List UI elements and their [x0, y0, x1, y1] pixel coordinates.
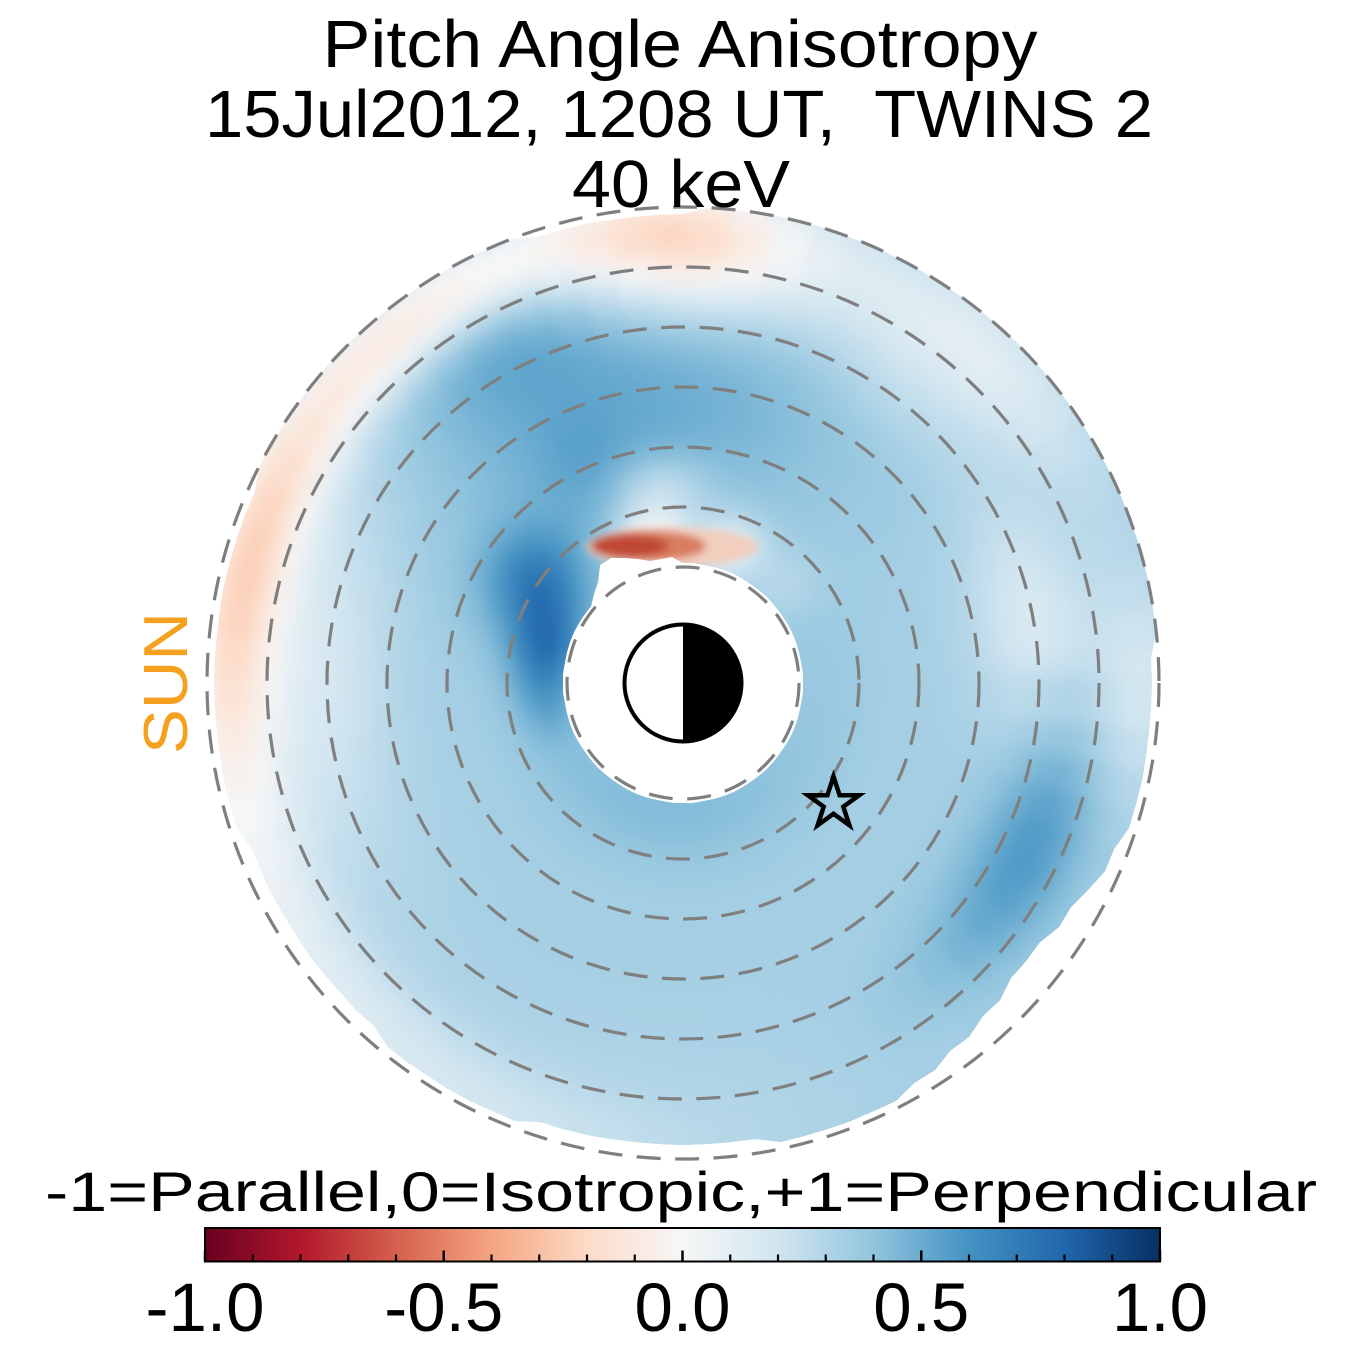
svg-text:-1=Parallel,0=Isotropic,+1=Per: -1=Parallel,0=Isotropic,+1=Perpendicular: [45, 1160, 1317, 1223]
svg-text:0.0: 0.0: [635, 1269, 731, 1346]
svg-text:Pitch Angle Anisotropy: Pitch Angle Anisotropy: [323, 7, 1039, 82]
svg-text:-1.0: -1.0: [146, 1269, 265, 1346]
svg-text:15Jul2012, 1208 UT, TWINS 2: 15Jul2012, 1208 UT, TWINS 2: [205, 77, 1153, 152]
svg-text:0.5: 0.5: [873, 1269, 969, 1346]
svg-text:-0.5: -0.5: [384, 1269, 503, 1346]
svg-text:1.0: 1.0: [1112, 1269, 1208, 1346]
svg-text:SUN: SUN: [132, 612, 201, 754]
svg-text:40 keV: 40 keV: [572, 147, 790, 222]
